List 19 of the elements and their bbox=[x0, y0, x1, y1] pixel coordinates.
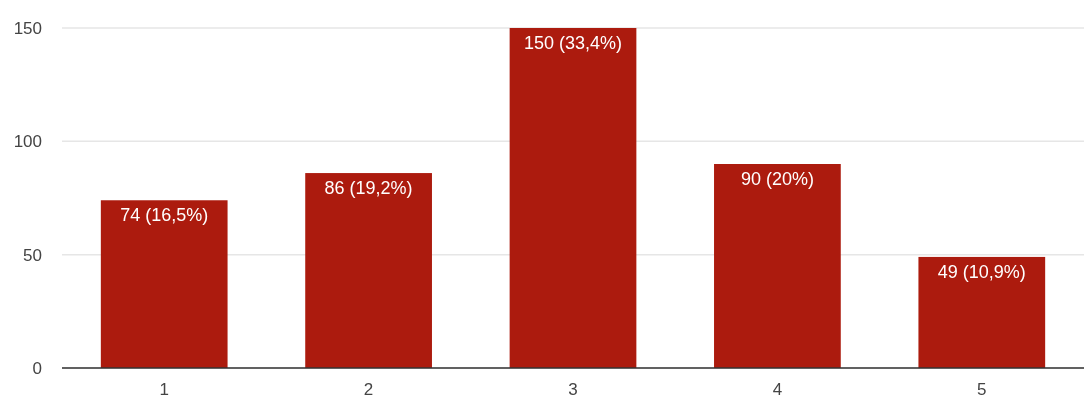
y-tick-label: 0 bbox=[32, 359, 42, 378]
x-tick-label: 4 bbox=[772, 380, 783, 399]
y-tick-label: 50 bbox=[23, 245, 42, 265]
data-label: 74 (16,5%) bbox=[120, 205, 209, 226]
bar bbox=[509, 28, 637, 368]
x-tick-label: 2 bbox=[363, 380, 374, 399]
bar bbox=[305, 173, 432, 368]
bar bbox=[714, 164, 841, 368]
x-tick-label: 5 bbox=[977, 380, 987, 399]
data-label: 86 (19,2%) bbox=[324, 178, 413, 199]
data-label: 150 (33,4%) bbox=[523, 33, 623, 53]
data-label: 90 (20%) bbox=[740, 169, 814, 189]
bar bbox=[918, 256, 1046, 368]
y-tick-label: 150 bbox=[13, 19, 42, 38]
x-tick-label: 1 bbox=[159, 380, 169, 399]
bar bbox=[100, 200, 228, 368]
data-label: 49 (10,9%) bbox=[937, 261, 1026, 282]
y-tick-label: 100 bbox=[13, 132, 42, 152]
x-tick-label: 3 bbox=[568, 380, 578, 399]
